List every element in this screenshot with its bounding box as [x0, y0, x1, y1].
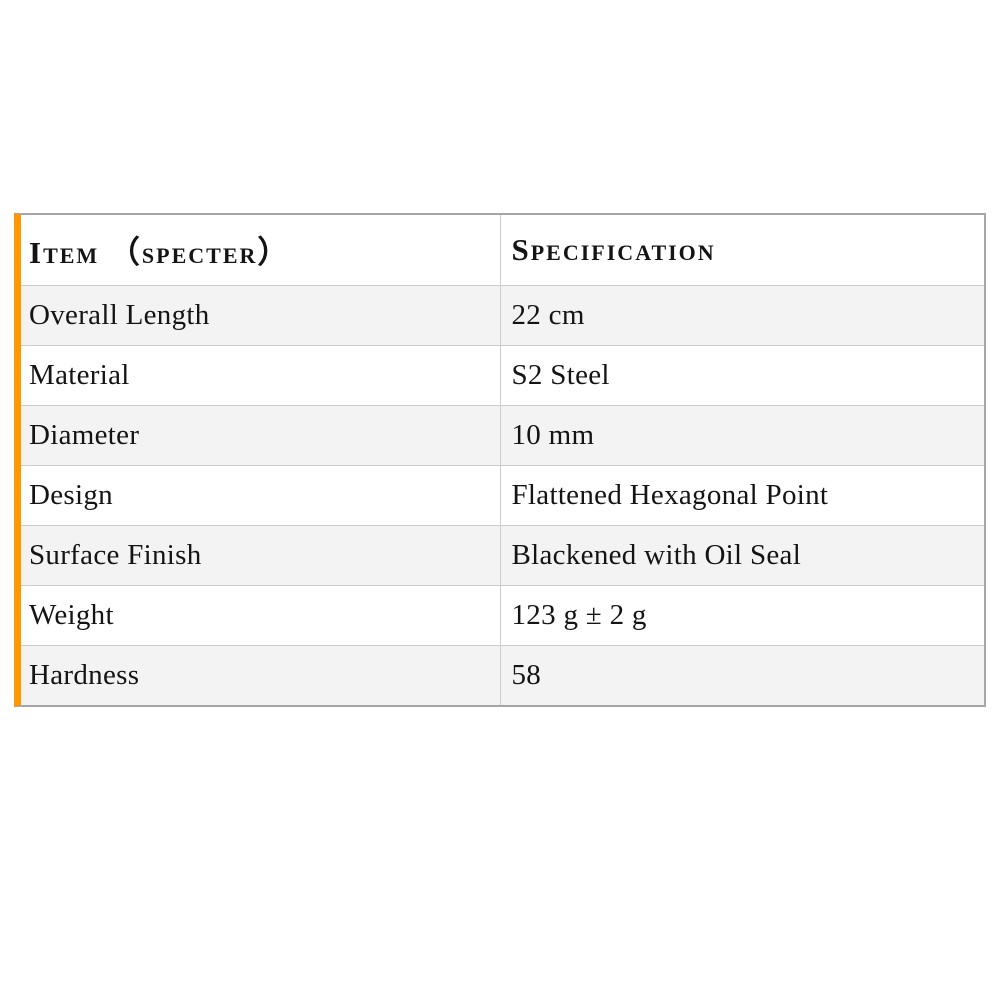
spec-cell: Flattened Hexagonal Point [500, 465, 984, 526]
table-row: Surface Finish Blackened with Oil Seal [21, 525, 984, 586]
table-row: Hardness 58 [21, 645, 984, 705]
spec-table: Item （specter） Specification Overall Len… [21, 215, 984, 705]
table-row: Material S2 Steel [21, 345, 984, 406]
item-cell: Material [21, 345, 501, 406]
table-row: Weight 123 g ± 2 g [21, 585, 984, 646]
item-cell: Diameter [21, 405, 501, 466]
item-cell: Design [21, 465, 501, 526]
item-cell: Weight [21, 585, 501, 646]
spec-cell: S2 Steel [500, 345, 984, 406]
column-header-specification: Specification [500, 215, 984, 286]
spec-cell: 123 g ± 2 g [500, 585, 984, 646]
header-row: Item （specter） Specification [21, 215, 984, 286]
table-row: Diameter 10 mm [21, 405, 984, 466]
spec-cell: 58 [511, 658, 542, 691]
table-row: Design Flattened Hexagonal Point [21, 465, 984, 526]
spec-cell: Blackened with Oil Seal [500, 525, 984, 586]
item-cell: Hardness [21, 645, 501, 705]
spec-table-container: Item （specter） Specification Overall Len… [14, 213, 986, 707]
item-cell: Overall Length [21, 285, 501, 346]
spec-cell: 22 cm [500, 285, 984, 346]
spec-cell: 10 mm [500, 405, 984, 466]
table-row: Overall Length 22 cm [21, 285, 984, 346]
column-header-item: Item （specter） [21, 215, 501, 286]
item-cell: Surface Finish [21, 525, 501, 586]
